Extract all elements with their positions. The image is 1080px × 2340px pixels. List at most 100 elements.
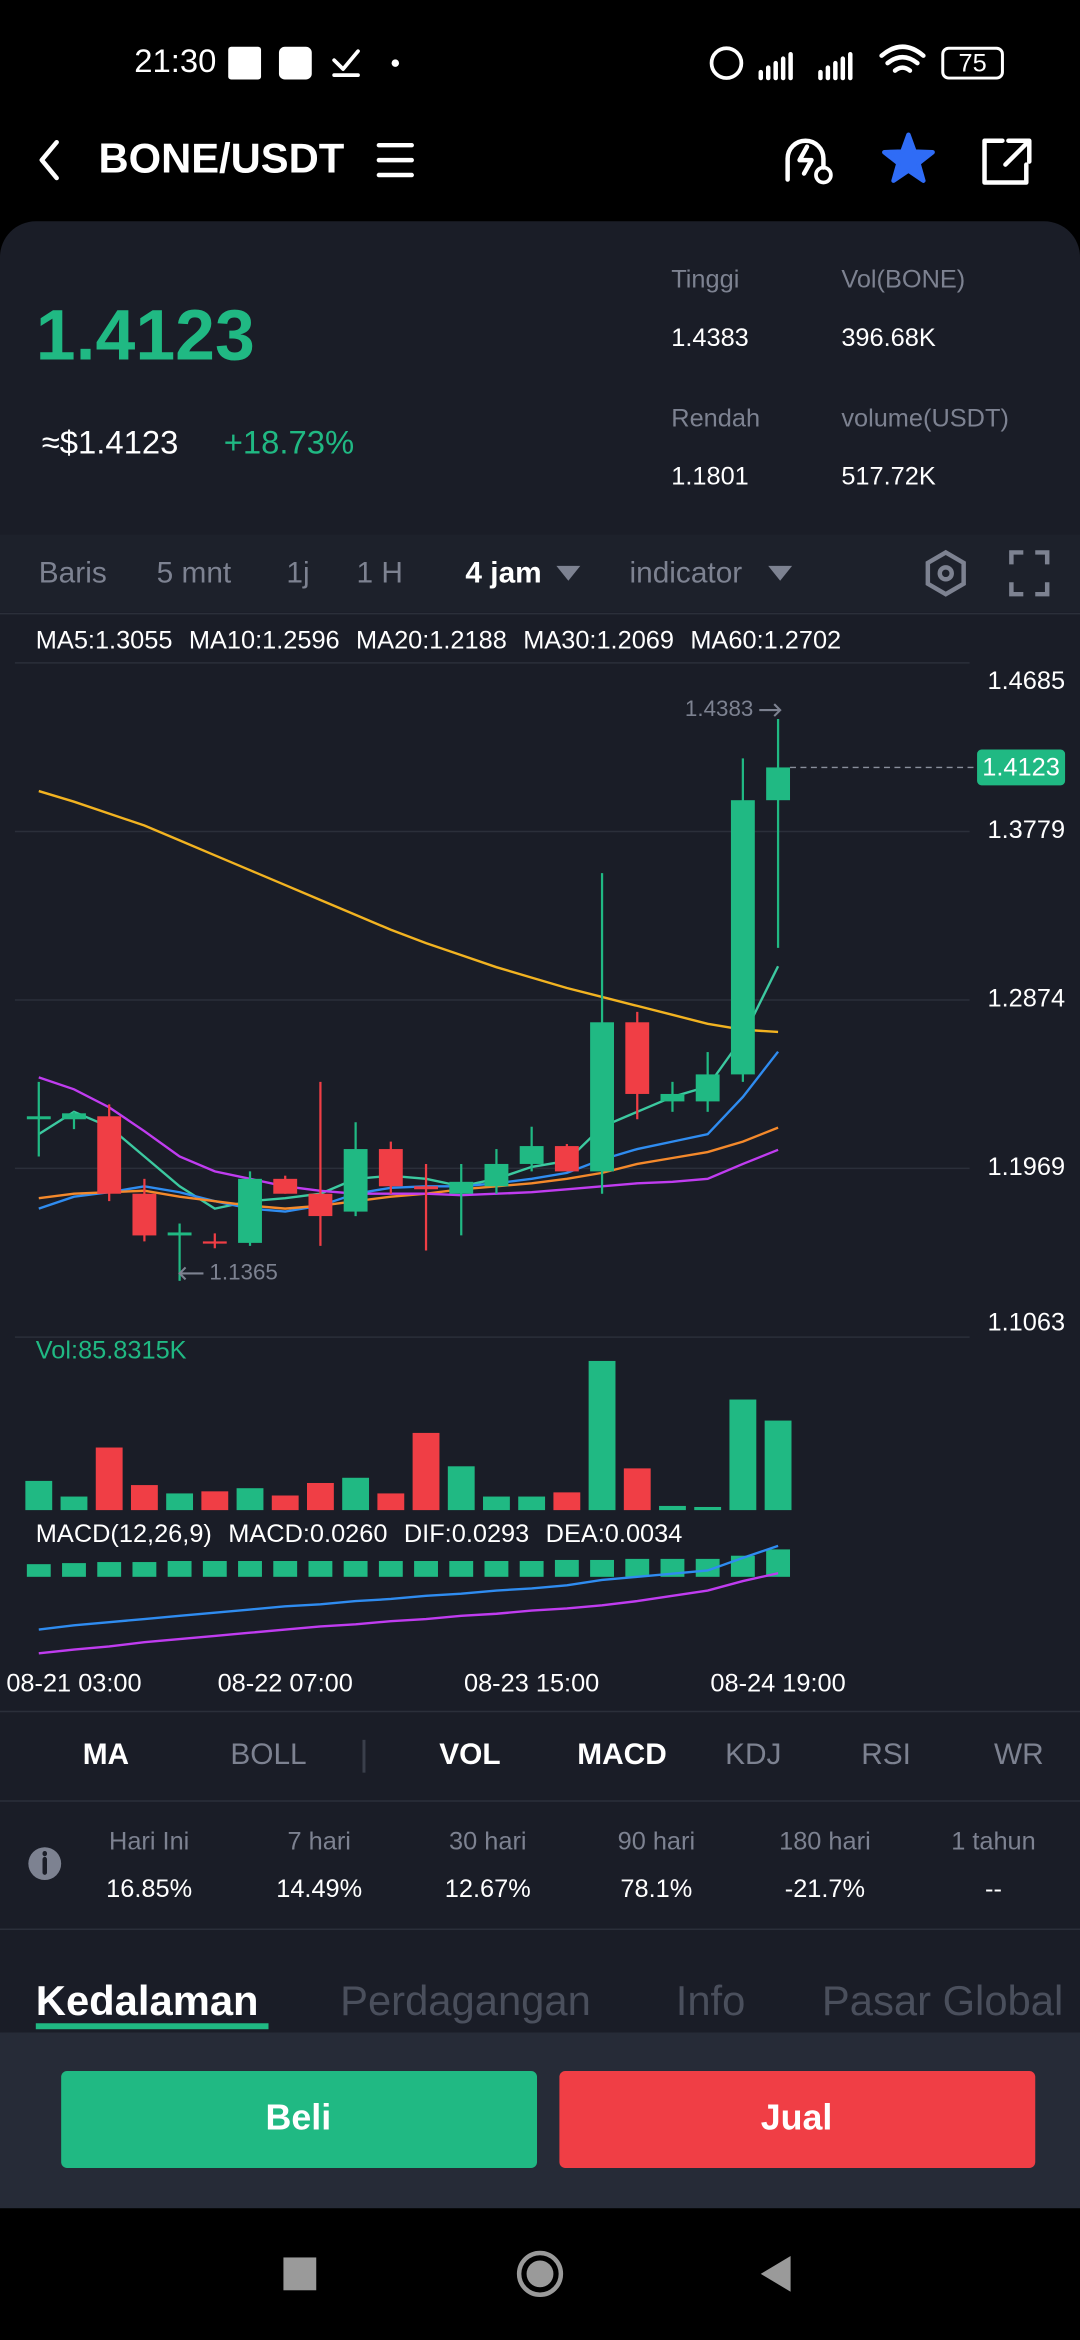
nav-home[interactable] [516,2250,564,2297]
volume-label: Vol:85.8315K [36,1337,187,1365]
performance-row: Hari Ini 16.85% 7 hari 14.49% 30 hari 12.67% 9… [106,1827,1036,1903]
x-tick-label: 08-22 07:00 [218,1669,353,1697]
candle-body [132,1193,157,1236]
pair-title[interactable]: BONE/USDT [98,135,344,182]
macd-bar [590,1559,614,1577]
high-marker-label: 1.4383 [685,696,753,721]
alarm-icon [709,46,744,80]
macd-bar [308,1560,333,1577]
macd-bar [167,1560,192,1577]
timeframe-tab[interactable]: 1 H [357,557,403,590]
volume-bar [483,1496,510,1511]
nav-back[interactable] [760,2255,791,2292]
low-marker-label: 1.1365 [209,1259,277,1284]
volume-bar [412,1432,440,1511]
indicator-tab[interactable]: BOLL [230,1738,306,1771]
tab-underline [35,2023,269,2030]
stat-label: Tinggi [671,266,739,294]
candle-body [554,1146,579,1172]
ma-line [38,1050,780,1213]
pair-menu-icon[interactable] [376,142,414,178]
volume-bar [130,1485,158,1511]
low-marker-arrow [178,1266,204,1281]
stat-label: Rendah [671,404,760,432]
period-label: 180 hari [779,1827,871,1855]
volume-bar [342,1477,370,1511]
settings-icon[interactable] [925,549,966,597]
candle-body [695,1074,720,1102]
nav-recents[interactable] [283,2257,317,2291]
section-tab[interactable]: Perdagangan [340,1977,591,2024]
candle-body [519,1146,544,1164]
alert-icon[interactable] [785,138,826,182]
candle-body [62,1113,86,1120]
volume-bar [553,1492,581,1511]
timeframe-tab-active[interactable]: 4 jam [465,557,541,590]
macd-bar [519,1560,544,1577]
status-time: 21:30 [134,42,216,79]
timeframe-tab[interactable]: 5 mnt [157,557,232,590]
stat-value: 1.1801 [671,463,749,491]
status-icon [332,49,360,77]
status-dot [391,59,400,67]
buy-button[interactable] [61,2070,538,2168]
ma-line [38,1126,779,1210]
period-label: 7 hari [288,1827,351,1855]
section-tab-active[interactable]: Kedalaman [36,1977,259,2024]
section-tab[interactable]: Pasar Global [822,1977,1063,2024]
volume-bar [694,1506,722,1511]
timeframe-tab[interactable]: Baris [39,557,107,590]
chart: 1.4685 1.3779 1.2874 1.1969 1.1063 MA5:1.3055… [6,627,1065,1698]
macd-bar [62,1563,86,1577]
candle-body [590,1022,614,1172]
volume-bar [447,1466,475,1511]
stat-value: 1.4383 [671,324,749,352]
last-price-tag [977,749,1066,786]
indicator-tab-active[interactable]: MA [83,1738,129,1771]
sell-button[interactable] [559,2070,1036,2168]
fullscreen-icon[interactable] [1009,550,1050,597]
indicator-tab[interactable]: KDJ [725,1738,781,1771]
macd-line [38,1572,779,1655]
candle-body [202,1241,227,1244]
ma-line [38,789,779,1034]
volume-bar [659,1505,686,1511]
period-change: 14.49% [276,1875,362,1903]
indicator-tab[interactable]: RSI [861,1738,911,1771]
indicator-tab[interactable]: WR [994,1738,1044,1771]
back-button[interactable] [39,139,59,181]
volume-bar [201,1491,229,1511]
period-label: 90 hari [618,1827,696,1855]
macd-bar [343,1560,368,1577]
share-icon[interactable] [982,138,1032,185]
period-label: Hari Ini [109,1827,189,1855]
period-label: 30 hari [449,1827,527,1855]
volume-bar [377,1493,405,1511]
timeframe-tab[interactable]: 1j [286,557,309,590]
indicator-tab-active[interactable]: VOL [439,1738,500,1771]
indicator-tab-active[interactable]: MACD [577,1738,666,1771]
indicator-dropdown[interactable]: indicator [630,557,743,590]
macd-bar [554,1559,579,1577]
candle-body [766,767,791,801]
ma-line [38,1076,779,1197]
candle-body [273,1178,298,1194]
y-tick-label: 1.4685 [988,667,1066,695]
sell-label: Jual [761,2098,833,2138]
battery-icon [941,46,1004,80]
candle-body [238,1178,262,1243]
ma-legend: MA10:1.2596 [189,627,340,655]
status-icon [228,46,262,80]
volume-bar [166,1493,194,1511]
volume-bar [518,1496,546,1511]
alert-icon-gear [814,165,833,185]
signal-icon [758,51,853,81]
status-icon [278,46,312,80]
candle-body [730,800,755,1075]
macd-bar [97,1562,122,1577]
ma-line [38,965,780,1210]
y-tick-label: 1.1969 [988,1153,1066,1181]
last-price-label: 1.4123 [982,754,1060,782]
section-tab[interactable]: Info [676,1977,746,2024]
favorite-star[interactable] [882,132,935,183]
